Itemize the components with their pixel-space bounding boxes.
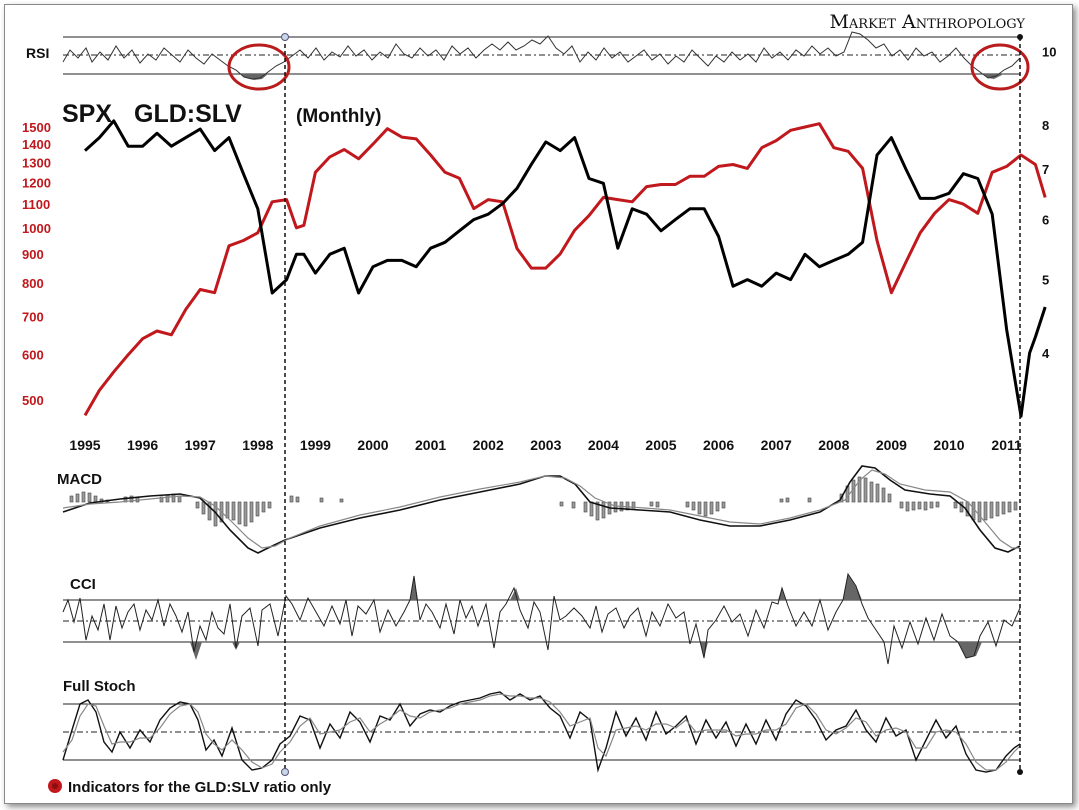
x-axis-tick: 2010 (933, 437, 964, 453)
left-axis-tick: 900 (22, 247, 44, 262)
left-axis-tick: 800 (22, 276, 44, 291)
x-axis-tick: 2001 (415, 437, 446, 453)
brand-label: Market Anthropology (829, 11, 1025, 33)
right-axis-tick: 10 (1042, 45, 1056, 60)
title-ratio: GLD:SLV (134, 100, 242, 128)
macd-signal-line (62, 469, 1020, 549)
gldslv-series-line (83, 119, 1047, 418)
rsi-label: RSI (26, 45, 49, 61)
rsi-oversold-fill-1 (240, 74, 268, 80)
title-frequency: (Monthly) (296, 106, 381, 127)
cci-label: CCI (70, 576, 96, 593)
right-axis-tick: 6 (1042, 213, 1049, 228)
footnote-marker-icon (48, 779, 62, 793)
right-axis-tick: 8 (1042, 118, 1049, 133)
x-axis-tick: 2011 (991, 437, 1022, 453)
left-axis-tick: 1200 (22, 175, 51, 190)
x-axis-tick: 2008 (818, 437, 849, 453)
rsi-highlight-circle-1 (227, 43, 291, 91)
vertical-marker-1998 (281, 33, 289, 776)
left-axis-tick: 1500 (22, 120, 51, 135)
spx-series-line (83, 122, 1047, 417)
chart-frame (4, 4, 1073, 804)
left-axis-tick: 700 (22, 309, 44, 324)
rsi-highlight-circle-2 (970, 43, 1030, 91)
stoch-label: Full Stoch (63, 678, 136, 695)
x-axis-tick: 1998 (242, 437, 273, 453)
right-axis-tick: 5 (1042, 273, 1049, 288)
x-axis-tick: 2003 (530, 437, 561, 453)
footnote-text: Indicators for the GLD:SLV ratio only (68, 779, 332, 796)
left-axis-tick: 1000 (22, 221, 51, 236)
left-axis-tick: 500 (22, 393, 44, 408)
cci-line (62, 572, 1021, 665)
x-axis-tick: 1997 (185, 437, 216, 453)
stoch-guides (63, 703, 1020, 761)
left-axis-tick: 1400 (22, 137, 51, 152)
main-axes: 1500 1400 1300 1200 1100 1000 900 800 700 600 500 1… (22, 45, 1056, 453)
vertical-marker-2011 (1017, 34, 1023, 775)
x-axis-tick: 2002 (473, 437, 504, 453)
left-axis-tick: 1100 (22, 197, 50, 212)
rsi-line (62, 31, 1021, 80)
x-axis-tick: 1995 (69, 437, 100, 453)
x-axis-tick: 2004 (588, 437, 619, 453)
right-axis-tick: 7 (1042, 162, 1049, 177)
left-axis-tick: 600 (22, 348, 44, 363)
x-axis-tick: 2006 (703, 437, 734, 453)
x-axis-tick: 1996 (127, 437, 158, 453)
stoch-d-line (62, 693, 1021, 771)
title-spx: SPX (62, 100, 112, 128)
macd-line (62, 465, 1021, 554)
cci-extreme-fills (190, 574, 982, 660)
rsi-guides (63, 36, 1020, 75)
macd-label: MACD (57, 471, 102, 488)
x-axis-tick: 2009 (876, 437, 907, 453)
main-series (83, 119, 1047, 418)
x-axis-tick: 2000 (357, 437, 388, 453)
x-axis-tick: 2007 (761, 437, 792, 453)
x-axis-tick: 2005 (645, 437, 676, 453)
left-axis-tick: 1300 (22, 156, 51, 171)
macd-histogram (69, 476, 1018, 527)
x-axis-tick: 1999 (300, 437, 331, 453)
right-axis-tick: 4 (1042, 346, 1050, 361)
